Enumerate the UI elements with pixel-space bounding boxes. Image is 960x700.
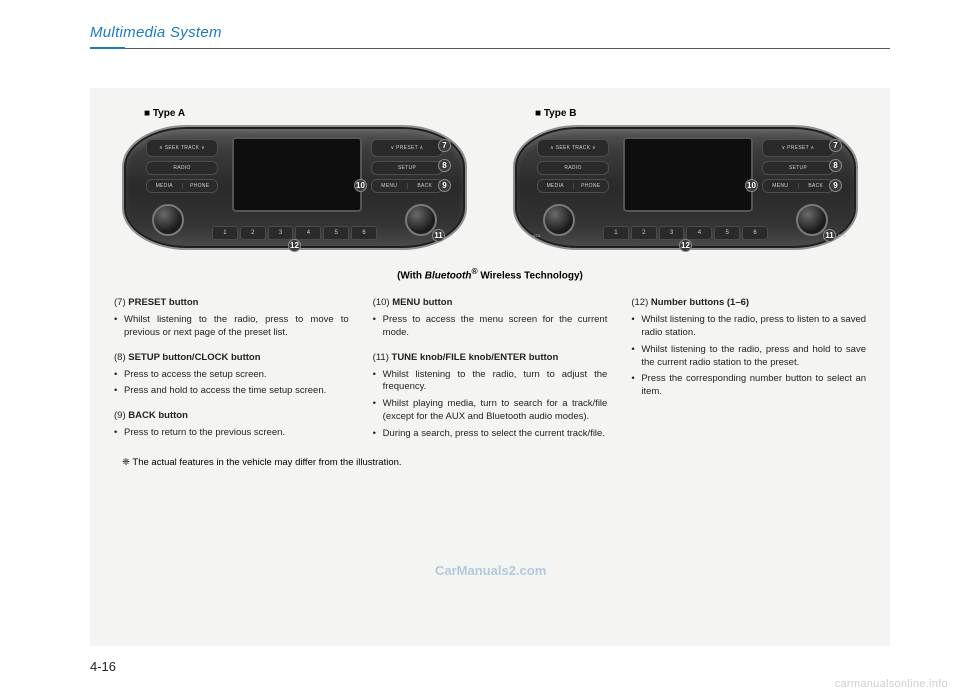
number-buttons: 1 2 3 4 5 6 <box>212 226 377 240</box>
callout-9: 9 <box>438 179 451 192</box>
text-columns: (7) PRESET button Whilst listening to th… <box>114 297 866 452</box>
item-9-head: (9) BACK button <box>114 410 349 423</box>
item-10-bullets: Press to access the menu screen for the … <box>373 314 608 340</box>
content-panel: ■ Type A ∧ SEEK TRACK ∨ RADIO MEDIA PHON… <box>90 88 890 646</box>
figure-caption: (With Bluetooth® Wireless Technology) <box>114 266 866 281</box>
hu-screen <box>623 137 753 212</box>
item-12-bullets: Whilst listening to the radio, press to … <box>631 314 866 399</box>
item-12-head: (12) Number buttons (1–6) <box>631 297 866 310</box>
callout-12: 12 <box>288 239 301 252</box>
headunit-row: ■ Type A ∧ SEEK TRACK ∨ RADIO MEDIA PHON… <box>114 108 866 250</box>
type-b-label: ■ Type B <box>535 108 576 119</box>
column-1: (7) PRESET button Whilst listening to th… <box>114 297 349 452</box>
item-7-bullets: Whilst listening to the radio, press to … <box>114 314 349 340</box>
type-a-label: ■ Type A <box>144 108 185 119</box>
item-10-head: (10) MENU button <box>373 297 608 310</box>
preset-button: ∨ PRESET ∧ <box>762 139 834 157</box>
number-buttons: 1 2 3 4 5 6 <box>603 226 768 240</box>
setup-button: SETUP <box>371 161 443 175</box>
callout-10: 10 <box>745 179 758 192</box>
callout-7: 7 <box>438 139 451 152</box>
radio-button: RADIO <box>537 161 609 175</box>
site-watermark: carmanualsonline.info <box>835 678 948 690</box>
item-8-bullets: Press to access the setup screen. Press … <box>114 369 349 399</box>
item-8-head: (8) SETUP button/CLOCK button <box>114 352 349 365</box>
media-phone-button: MEDIA PHONE <box>146 179 218 193</box>
setup-button: SETUP <box>762 161 834 175</box>
callout-11: 11 <box>432 229 445 242</box>
callout-10: 10 <box>354 179 367 192</box>
page-number: 4-16 <box>90 659 116 674</box>
header-rule <box>90 47 890 49</box>
hu-screen <box>232 137 362 212</box>
page-header: Multimedia System <box>90 24 890 49</box>
callout-11: 11 <box>823 229 836 242</box>
item-7-head: (7) PRESET button <box>114 297 349 310</box>
type-b-block: ■ Type B ∧ SEEK TRACK ∨ RADIO MEDIA PHON… <box>505 108 866 250</box>
column-3: (12) Number buttons (1–6) Whilst listeni… <box>631 297 866 452</box>
seek-track-button: ∧ SEEK TRACK ∨ <box>537 139 609 157</box>
power-knob <box>152 204 184 236</box>
section-title: Multimedia System <box>90 24 890 41</box>
footnote: ❈ The actual features in the vehicle may… <box>122 457 866 468</box>
type-a-block: ■ Type A ∧ SEEK TRACK ∨ RADIO MEDIA PHON… <box>114 108 475 250</box>
headunit-type-a: ∧ SEEK TRACK ∨ RADIO MEDIA PHONE ∨ PRESE… <box>122 125 467 250</box>
preset-button: ∨ PRESET ∧ <box>371 139 443 157</box>
item-11-bullets: Whilst listening to the radio, turn to a… <box>373 369 608 441</box>
item-9-bullets: Press to return to the previous screen. <box>114 427 349 440</box>
seek-track-button: ∧ SEEK TRACK ∨ <box>146 139 218 157</box>
menu-back-button: MENU BACK <box>762 179 834 193</box>
callout-9: 9 <box>829 179 842 192</box>
item-11-head: (11) TUNE knob/FILE knob/ENTER button <box>373 352 608 365</box>
callout-8: 8 <box>829 159 842 172</box>
callout-7: 7 <box>829 139 842 152</box>
column-2: (10) MENU button Press to access the men… <box>373 297 608 452</box>
media-phone-button: MEDIA PHONE <box>537 179 609 193</box>
callout-12: 12 <box>679 239 692 252</box>
power-knob <box>543 204 575 236</box>
vol-label: VOL <box>525 233 549 238</box>
radio-button: RADIO <box>146 161 218 175</box>
callout-8: 8 <box>438 159 451 172</box>
menu-back-button: MENU BACK <box>371 179 443 193</box>
headunit-type-b: ∧ SEEK TRACK ∨ RADIO MEDIA PHONE ∨ PRESE… <box>513 125 858 250</box>
